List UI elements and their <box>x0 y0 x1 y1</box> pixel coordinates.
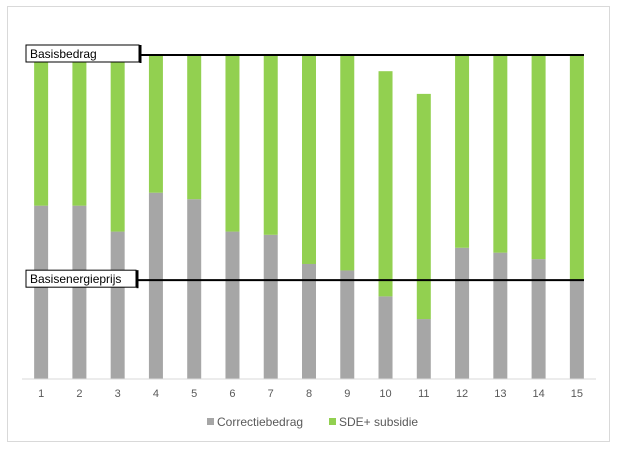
reference-label-basisbedrag: Basisbedrag <box>30 47 97 61</box>
reference-lines: Basisbedrag Basisenergieprijs <box>25 44 584 289</box>
bars-layer <box>34 55 584 379</box>
bar-sde-subsidie-5 <box>187 55 202 200</box>
bar-correctiebedrag-14 <box>531 259 546 379</box>
x-tick-label-2: 2 <box>76 388 82 400</box>
bar-correctiebedrag-8 <box>302 263 316 379</box>
legend-swatch-correctiebedrag <box>207 418 214 425</box>
bar-correctiebedrag-7 <box>263 234 278 379</box>
x-tick-label-12: 12 <box>456 388 468 400</box>
bar-correctiebedrag-12 <box>455 247 470 379</box>
x-tick-label-13: 13 <box>494 388 506 400</box>
bar-sde-subsidie-6 <box>225 55 240 232</box>
x-tick-label-14: 14 <box>532 388 544 400</box>
bar-correctiebedrag-11 <box>416 319 431 379</box>
bar-correctiebedrag-15 <box>569 280 584 379</box>
bar-sde-subsidie-11 <box>416 93 431 320</box>
bar-correctiebedrag-13 <box>493 252 508 379</box>
x-tick-labels: 1 2 3 4 5 6 7 8 9 10 11 12 13 14 15 <box>38 388 583 400</box>
bar-sde-subsidie-2 <box>72 55 87 206</box>
x-tick-label-1: 1 <box>38 388 44 400</box>
x-tick-label-8: 8 <box>306 388 312 400</box>
bar-correctiebedrag-5 <box>187 199 202 379</box>
x-tick-label-4: 4 <box>153 388 159 400</box>
x-tick-label-6: 6 <box>229 388 235 400</box>
x-tick-label-5: 5 <box>191 388 197 400</box>
x-tick-label-3: 3 <box>115 388 121 400</box>
bar-sde-subsidie-14 <box>531 55 546 260</box>
bar-sde-subsidie-12 <box>455 55 470 248</box>
reference-label-box-basisenergieprijs <box>25 269 137 288</box>
bar-sde-subsidie-13 <box>493 55 508 253</box>
bar-sde-subsidie-4 <box>148 55 163 193</box>
legend-swatch-sde-subsidie <box>329 418 336 425</box>
bar-sde-subsidie-15 <box>569 55 584 281</box>
x-tick-label-11: 11 <box>418 388 429 400</box>
bar-sde-subsidie-1 <box>34 55 49 206</box>
reference-label-basisenergieprijs: Basisenergieprijs <box>30 272 121 286</box>
bar-correctiebedrag-3 <box>110 231 125 379</box>
bar-sde-subsidie-7 <box>263 55 278 235</box>
reference-label-box-basisbedrag <box>25 44 140 63</box>
legend: Correctiebedrag SDE+ subsidie <box>207 415 418 429</box>
bar-correctiebedrag-9 <box>340 270 355 379</box>
bar-correctiebedrag-1 <box>34 205 49 379</box>
bar-correctiebedrag-10 <box>378 296 393 379</box>
x-tick-label-9: 9 <box>344 388 350 400</box>
bar-sde-subsidie-9 <box>340 55 355 271</box>
bar-sde-subsidie-8 <box>302 55 316 264</box>
legend-label-correctiebedrag: Correctiebedrag <box>217 415 303 429</box>
legend-label-sde-subsidie: SDE+ subsidie <box>339 415 418 429</box>
x-tick-label-7: 7 <box>268 388 274 400</box>
bar-correctiebedrag-6 <box>225 231 240 379</box>
bar-correctiebedrag-4 <box>148 192 163 379</box>
x-tick-label-15: 15 <box>571 388 583 400</box>
bar-correctiebedrag-2 <box>72 205 87 379</box>
x-tick-label-10: 10 <box>379 388 391 400</box>
bar-sde-subsidie-3 <box>110 55 125 232</box>
bar-sde-subsidie-10 <box>378 71 393 297</box>
